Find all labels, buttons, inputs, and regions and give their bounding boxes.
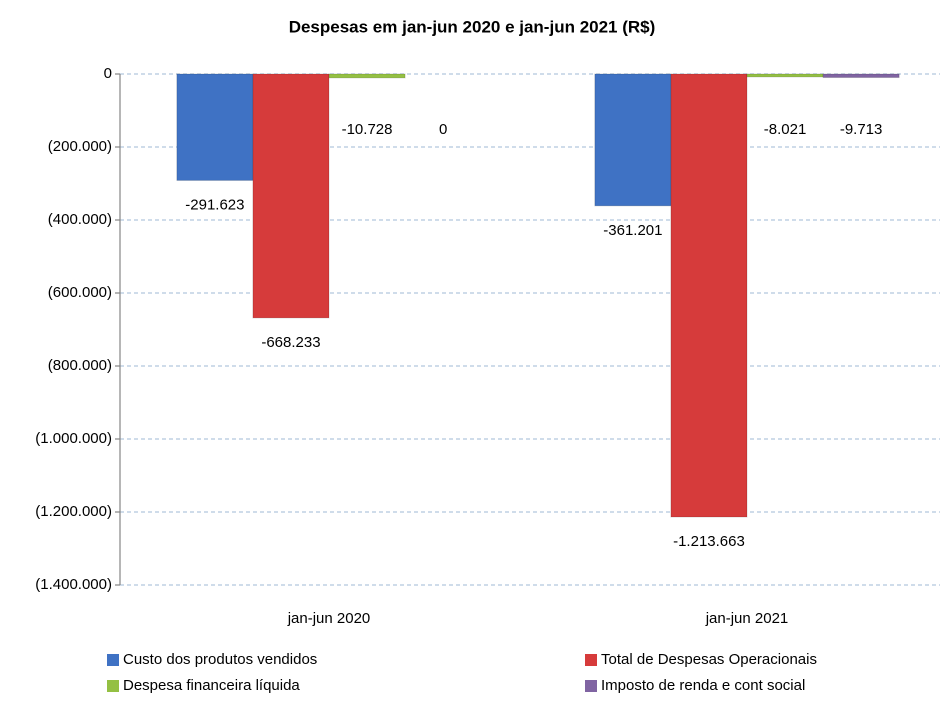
legend-swatch bbox=[585, 654, 597, 666]
bar bbox=[176, 73, 254, 181]
data-label: -668.233 bbox=[261, 334, 320, 351]
y-tick-label: (800.000) bbox=[48, 357, 112, 374]
legend-label: Imposto de renda e cont social bbox=[601, 677, 805, 694]
bar bbox=[670, 73, 748, 518]
legend-label: Custo dos produtos vendidos bbox=[123, 651, 317, 668]
y-tick-label: (200.000) bbox=[48, 138, 112, 155]
y-tick-label: 0 bbox=[104, 65, 112, 82]
x-tick-label: jan-jun 2020 bbox=[287, 610, 371, 627]
bar bbox=[594, 73, 672, 207]
y-tick-label: (400.000) bbox=[48, 211, 112, 228]
data-label: -291.623 bbox=[185, 196, 244, 213]
y-tick-label: (1.000.000) bbox=[35, 430, 112, 447]
bar bbox=[822, 73, 900, 79]
legend-label: Despesa financeira líquida bbox=[123, 677, 300, 694]
bar bbox=[252, 73, 330, 319]
data-label: -9.713 bbox=[840, 121, 883, 138]
data-label: -8.021 bbox=[764, 121, 807, 138]
data-label: 0 bbox=[439, 121, 447, 138]
legend-swatch bbox=[107, 680, 119, 692]
y-tick-label: (600.000) bbox=[48, 284, 112, 301]
chart-title: Despesas em jan-jun 2020 e jan-jun 2021 … bbox=[289, 17, 656, 36]
legend-swatch bbox=[585, 680, 597, 692]
bar bbox=[328, 73, 406, 79]
bar bbox=[746, 73, 824, 78]
data-label: -1.213.663 bbox=[673, 533, 745, 550]
x-tick-label: jan-jun 2021 bbox=[705, 610, 789, 627]
data-label: -10.728 bbox=[342, 121, 393, 138]
y-tick-label: (1.400.000) bbox=[35, 576, 112, 593]
legend-label: Total de Despesas Operacionais bbox=[601, 651, 817, 668]
y-tick-label: (1.200.000) bbox=[35, 503, 112, 520]
data-label: -361.201 bbox=[603, 222, 662, 239]
legend-swatch bbox=[107, 654, 119, 666]
